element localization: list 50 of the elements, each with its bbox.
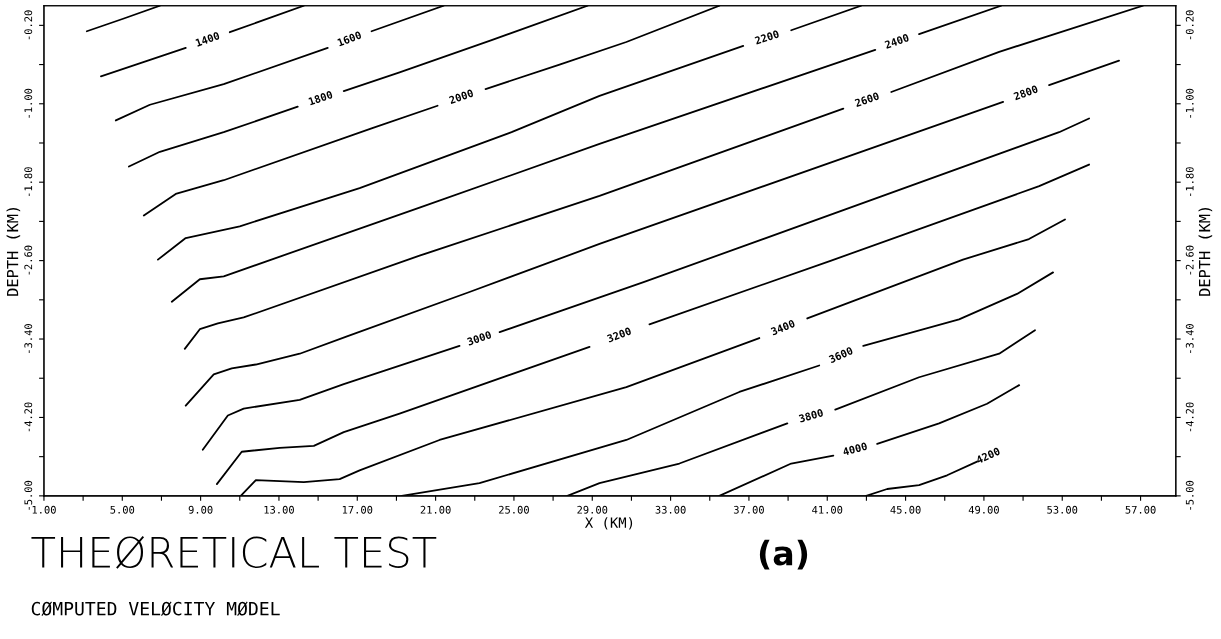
x-tick-label: 1.00 xyxy=(32,505,56,514)
x-tick-label: 33.00 xyxy=(655,505,686,514)
y-tick-label: -3.40 xyxy=(24,324,33,353)
text: 3400 xyxy=(770,319,796,336)
text: CØMPUTED VELØCITY MØDEL xyxy=(31,601,280,616)
text: THEØRETICAL TEST xyxy=(31,536,437,569)
x-tick-label: 53.00 xyxy=(1047,505,1078,514)
text: 1600 xyxy=(337,30,362,47)
x-tick-label: 57.00 xyxy=(1125,505,1156,514)
x-tick-label: 29.00 xyxy=(577,505,608,514)
text: 4200 xyxy=(975,446,1001,465)
x-tick-label: 9.00 xyxy=(188,505,213,514)
y-tick-label: -2.60 xyxy=(24,245,33,275)
text: 3000 xyxy=(466,330,492,346)
y2-tick-label: -3.40 xyxy=(1185,324,1194,353)
text: 2000 xyxy=(448,88,474,105)
x-tick-label: 45.00 xyxy=(890,505,921,514)
y-axis-title: DEPTH (KM) xyxy=(6,207,21,296)
text: 2400 xyxy=(884,33,910,49)
y-tick-label: -0.20 xyxy=(24,10,33,40)
x-tick-label: 37.00 xyxy=(733,505,764,514)
y2-tick-label: -1.80 xyxy=(1185,167,1194,197)
y2-tick-label: -0.20 xyxy=(1185,10,1194,40)
x-tick-label: 17.00 xyxy=(342,505,373,514)
x-tick-label: 21.00 xyxy=(420,505,451,514)
text: 3600 xyxy=(828,346,854,364)
x-tick-label: 49.00 xyxy=(968,505,999,514)
text: 3800 xyxy=(798,408,824,423)
text: 2200 xyxy=(754,29,780,45)
y-tick-label: -1.00 xyxy=(24,88,33,118)
x-tick-label: 41.00 xyxy=(812,505,843,514)
y-tick-label: -1.80 xyxy=(24,167,33,197)
y2-axis-title: DEPTH (KM) xyxy=(1198,207,1213,296)
x-axis-title: X (KM) xyxy=(584,517,633,530)
y2-tick-label: -5.00 xyxy=(1185,480,1194,510)
text: 1400 xyxy=(195,31,220,47)
y2-tick-label: -2.60 xyxy=(1185,245,1194,275)
text: 2800 xyxy=(1013,84,1039,101)
text: 4000 xyxy=(842,442,868,456)
x-tick-label: 25.00 xyxy=(499,505,529,514)
text: (a) xyxy=(759,539,808,570)
x-tick-label: 5.00 xyxy=(110,505,135,514)
x-tick-label: 13.00 xyxy=(264,505,294,514)
y-tick-label: -5.00 xyxy=(24,480,33,510)
text: 3200 xyxy=(606,326,632,343)
text: 2600 xyxy=(854,91,880,108)
y2-tick-label: -1.00 xyxy=(1185,88,1194,118)
y2-tick-label: -4.20 xyxy=(1185,402,1194,432)
text: 1800 xyxy=(308,90,334,106)
y-tick-label: -4.20 xyxy=(24,402,33,432)
